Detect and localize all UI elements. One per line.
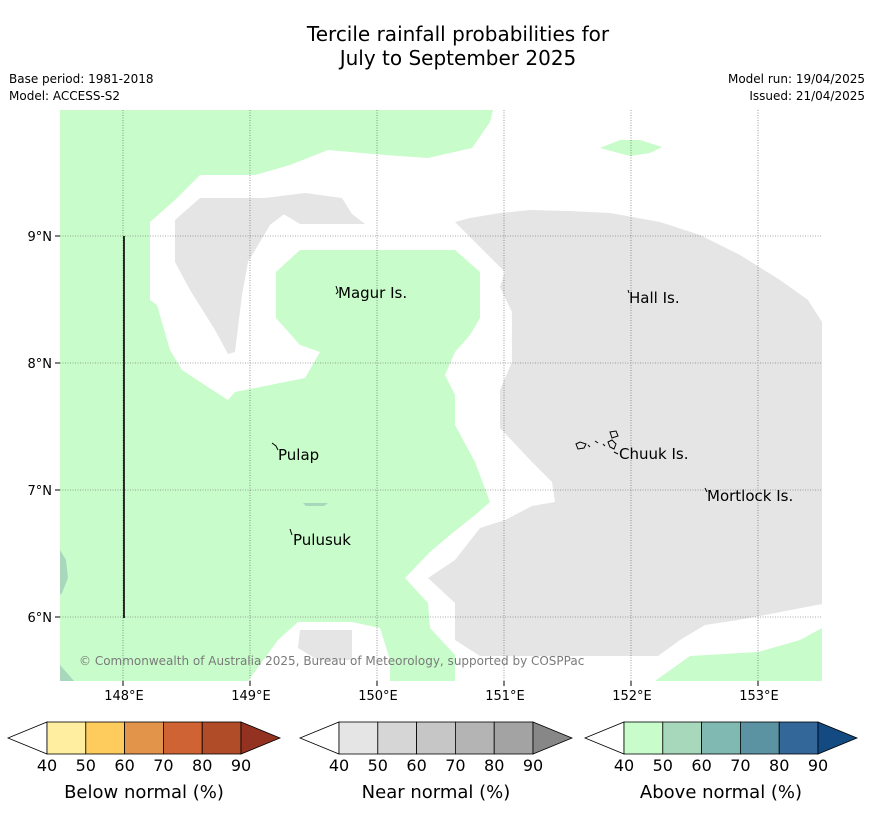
below-normal-tick-60: 60 — [114, 756, 134, 775]
above-normal-tick-80: 80 — [769, 756, 789, 775]
above-normal-main — [60, 110, 493, 681]
near-normal-north — [265, 193, 365, 224]
near-normal-tick-50: 50 — [368, 756, 388, 775]
near-normal-swatch-0 — [338, 721, 379, 755]
meta-left: Base period: 1981-2018 Model: ACCESS-S2 — [9, 71, 154, 105]
near-normal-under-triangle — [298, 721, 340, 755]
copyright-text: © Commonwealth of Australia 2025, Bureau… — [79, 654, 584, 668]
below-normal-tick-80: 80 — [192, 756, 212, 775]
near-normal-swatch-3 — [454, 721, 495, 755]
above-normal-swatch-2 — [701, 721, 741, 755]
below-normal-tick-40: 40 — [37, 756, 57, 775]
island-chuuk-lagoon — [575, 430, 619, 455]
x-tick-151: 151°E — [485, 689, 525, 704]
above-normal-50-60-southwest — [60, 665, 74, 681]
label-chuuk: Chuuk Is. — [619, 445, 688, 463]
above-normal-over-triangle — [817, 721, 859, 755]
grid-lines — [60, 110, 822, 681]
near-normal-south-patch — [298, 630, 352, 660]
near-normal-colorbar: 40 50 60 70 80 90 Near normal (%) — [298, 721, 574, 803]
below-normal-colorbar: 40 50 60 70 80 90 Below normal (%) — [6, 721, 282, 803]
above-normal-swatch-3 — [740, 721, 780, 755]
x-tick-149: 149°E — [231, 689, 271, 704]
island-magur — [335, 285, 339, 295]
above-normal-swatch-0 — [623, 721, 664, 755]
above-normal-swatch-4 — [778, 721, 819, 755]
y-tick-8n: 8°N — [28, 357, 53, 372]
y-tick-7n: 7°N — [28, 484, 53, 499]
below-normal-over-triangle — [240, 721, 282, 755]
issued-date: Issued: 21/04/2025 — [749, 89, 865, 103]
x-tick-150: 150°E — [358, 689, 398, 704]
meta-right: Model run: 19/04/2025 Issued: 21/04/2025 — [728, 71, 865, 105]
island-pulap — [271, 442, 279, 451]
below-normal-swatch-3 — [162, 721, 203, 755]
model-run: Model run: 19/04/2025 — [727, 72, 865, 86]
near-normal-over-triangle — [532, 721, 574, 755]
x-tick-152: 152°E — [612, 689, 652, 704]
above-normal-50-60-west — [60, 550, 68, 595]
below-normal-colorbar-title: Below normal (%) — [64, 782, 224, 803]
near-normal-tick-90: 90 — [523, 756, 543, 775]
base-period: Base period: 1981-2018 — [9, 72, 154, 86]
near-normal-swatch-2 — [416, 721, 456, 755]
below-normal-tick-90: 90 — [231, 756, 251, 775]
map-title: Tercile rainfall probabilities for July … — [0, 22, 873, 70]
above-normal-tick-70: 70 — [730, 756, 750, 775]
below-normal-swatch-4 — [201, 721, 242, 755]
x-tick-153: 153°E — [739, 689, 779, 704]
near-normal-tick-70: 70 — [445, 756, 465, 775]
below-normal-tick-50: 50 — [76, 756, 96, 775]
near-normal-tick-40: 40 — [329, 756, 349, 775]
y-tick-9n: 9°N — [28, 230, 53, 245]
near-normal-tick-60: 60 — [406, 756, 426, 775]
title-line-2: July to September 2025 — [339, 46, 577, 70]
below-normal-swatch-2 — [124, 721, 164, 755]
above-normal-colorbar-title: Above normal (%) — [640, 782, 802, 803]
near-normal-west — [175, 198, 305, 354]
near-normal-swatch-4 — [493, 721, 534, 755]
above-normal-under-triangle — [583, 721, 625, 755]
y-tick-6n: 6°N — [28, 611, 53, 626]
island-hall — [627, 289, 630, 294]
above-normal-tick-40: 40 — [614, 756, 634, 775]
model-name: Model: ACCESS-S2 — [9, 89, 121, 103]
label-hall: Hall Is. — [629, 289, 680, 307]
above-normal-colorbar: 40 50 60 70 80 90 Above normal (%) — [583, 721, 859, 803]
above-normal-tick-60: 60 — [691, 756, 711, 775]
island-pulusuk — [289, 528, 293, 536]
below-normal-swatch-1 — [85, 721, 126, 755]
below-normal-swatch-0 — [46, 721, 87, 755]
axis-ticks: 148°E 149°E 150°E 151°E 152°E 153°E 9°N … — [28, 230, 779, 704]
colorbars: 40 50 60 70 80 90 Below normal (%) 40 50 60 70 80 90… — [6, 721, 859, 803]
islands — [271, 285, 708, 536]
near-normal-swatch-1 — [377, 721, 417, 755]
near-normal-tick-80: 80 — [484, 756, 504, 775]
label-mortlock: Mortlock Is. — [707, 487, 793, 505]
above-normal-swatch-1 — [662, 721, 702, 755]
title-line-1: Tercile rainfall probabilities for — [306, 22, 610, 46]
near-normal-colorbar-title: Near normal (%) — [362, 782, 511, 803]
above-normal-50-60-small — [303, 503, 328, 506]
x-tick-148: 148°E — [104, 689, 144, 704]
above-normal-southeast-patch — [655, 628, 822, 681]
label-magur: Magur Is. — [338, 284, 407, 302]
label-pulusuk: Pulusuk — [293, 531, 351, 549]
island-mortlock — [704, 487, 708, 493]
label-pulap: Pulap — [278, 446, 319, 464]
above-normal-tick-90: 90 — [808, 756, 828, 775]
map-area — [60, 110, 822, 681]
above-normal-tick-50: 50 — [653, 756, 673, 775]
below-normal-tick-70: 70 — [153, 756, 173, 775]
below-normal-under-triangle — [6, 721, 48, 755]
